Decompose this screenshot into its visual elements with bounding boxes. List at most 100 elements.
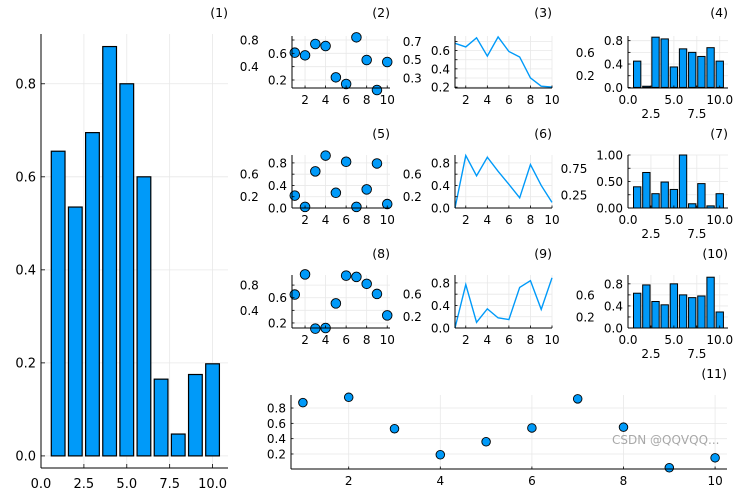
subplot-1: 0.0 2.5 5.0 7.5 10.0 0.0 0.2 0.4 0.6 0.8 (1) <box>15 5 228 492</box>
bar <box>697 295 706 329</box>
subplot-title: (10) <box>702 246 728 261</box>
x-tick-label: 8 <box>363 333 371 347</box>
scatter-point <box>320 40 331 52</box>
x-tick-label: 6 <box>505 333 513 347</box>
subplot-10: 0.0 2.5 5.0 7.510.0 0.0 0.2 0.4 0.6 0.8 (10) <box>576 246 733 361</box>
subplot-title: (4) <box>710 5 728 20</box>
subplot-title: (5) <box>372 126 390 141</box>
x-tick-label: 8 <box>527 333 535 347</box>
scatter-point <box>361 278 372 290</box>
scatter-point <box>618 422 629 432</box>
y-tick-label: 0.4 <box>431 62 450 76</box>
subplot-title: (7) <box>710 126 728 141</box>
x-tick-label: 2.5 <box>641 347 660 361</box>
x-tick-label: 0.0 <box>618 333 637 347</box>
y-tick-label: 0.8 <box>267 402 286 416</box>
scatter-point <box>435 450 446 460</box>
x-tick-label: 10.0 <box>706 213 733 227</box>
bar <box>678 294 688 329</box>
y-tick-label: 0.2 <box>403 190 422 204</box>
x-tick-label: 4 <box>484 93 492 107</box>
x-tick-label: 7.5 <box>687 227 706 241</box>
scatter-point <box>340 270 352 281</box>
y-tick-label: 0.0 <box>431 202 450 216</box>
bar <box>678 154 688 209</box>
y-tick-label: 0.2 <box>576 310 595 324</box>
bar <box>688 203 697 209</box>
subplot-title: (8) <box>372 246 390 261</box>
scatter-point <box>310 323 321 334</box>
y-tick-label: 0.6 <box>431 44 450 58</box>
y-tick-label: 0.8 <box>431 276 450 290</box>
scatter-point <box>343 392 354 403</box>
x-tick-label: 4 <box>484 333 492 347</box>
x-tick-label: 2 <box>301 93 309 107</box>
y-tick-label: 0.75 <box>561 162 588 176</box>
y-tick-label: 0.8 <box>240 279 259 293</box>
scatter-point <box>371 288 383 300</box>
y-tick-label: 0.0 <box>431 322 450 336</box>
x-tick-label: 2 <box>301 213 309 227</box>
y-tick-label: 0.6 <box>403 168 422 182</box>
bar <box>187 373 203 457</box>
scatter-point <box>381 310 393 321</box>
scatter-point <box>340 156 352 168</box>
y-tick-label: 0.2 <box>431 81 450 95</box>
x-tick-label: 2 <box>345 474 353 488</box>
y-tick-label: 0.8 <box>604 34 623 48</box>
bar <box>660 38 669 88</box>
x-tick-label: 10 <box>380 333 395 347</box>
x-tick-label: 10.0 <box>198 477 227 492</box>
y-tick-label: 0.0 <box>604 322 623 336</box>
subplot-title: (11) <box>701 366 727 381</box>
bar <box>706 47 715 88</box>
y-tick-label: 0.4 <box>604 299 623 313</box>
bar <box>642 171 651 209</box>
y-tick-label: 0.8 <box>240 34 259 48</box>
x-tick-label: 6 <box>505 213 513 227</box>
x-tick-label: 5.0 <box>664 333 683 347</box>
y-tick-label: 0.0 <box>15 449 36 464</box>
y-tick-label: 0.3 <box>403 71 422 85</box>
x-tick-label: 4 <box>484 213 492 227</box>
bar <box>706 276 715 329</box>
y-tick-label: 0.00 <box>596 202 623 216</box>
scatter-point <box>299 50 311 61</box>
y-tick-label: 0.8 <box>431 156 450 170</box>
y-tick-label: 0.4 <box>431 179 450 193</box>
x-tick-label: 8 <box>363 213 371 227</box>
y-tick-label: 0.6 <box>268 47 287 61</box>
y-tick-label: 0.2 <box>15 356 36 371</box>
y-tick-label: 0.2 <box>268 74 287 88</box>
scatter-point <box>527 423 537 433</box>
bar <box>170 433 186 457</box>
scatter-point <box>481 436 491 447</box>
bar <box>85 132 100 457</box>
x-tick-label: 6 <box>342 213 350 227</box>
scatter-point <box>310 38 321 50</box>
bar <box>642 85 651 88</box>
x-tick-label: 10 <box>544 213 559 227</box>
y-tick-label: 0.6 <box>576 46 595 60</box>
y-tick-label: 0.50 <box>596 175 623 189</box>
scatter-point <box>351 32 362 43</box>
subplot-title: (6) <box>534 126 552 141</box>
scatter-point <box>289 190 301 201</box>
scatter-point <box>381 56 393 68</box>
scatter-point <box>340 78 352 90</box>
y-tick-label: 0.2 <box>240 190 259 204</box>
scatter-point <box>572 394 583 404</box>
y-tick-label: 0.4 <box>240 304 259 318</box>
scatter-point <box>330 72 342 83</box>
bar <box>205 363 221 457</box>
x-tick-label: 8 <box>620 474 628 488</box>
scatter-point <box>298 397 308 408</box>
x-tick-label: 7.5 <box>687 347 706 361</box>
scatter-point <box>389 423 400 434</box>
x-tick-label: 7.5 <box>687 107 706 121</box>
bar <box>669 283 679 329</box>
bar <box>119 83 135 457</box>
x-tick-label: 2.5 <box>641 227 660 241</box>
bar <box>697 55 706 88</box>
